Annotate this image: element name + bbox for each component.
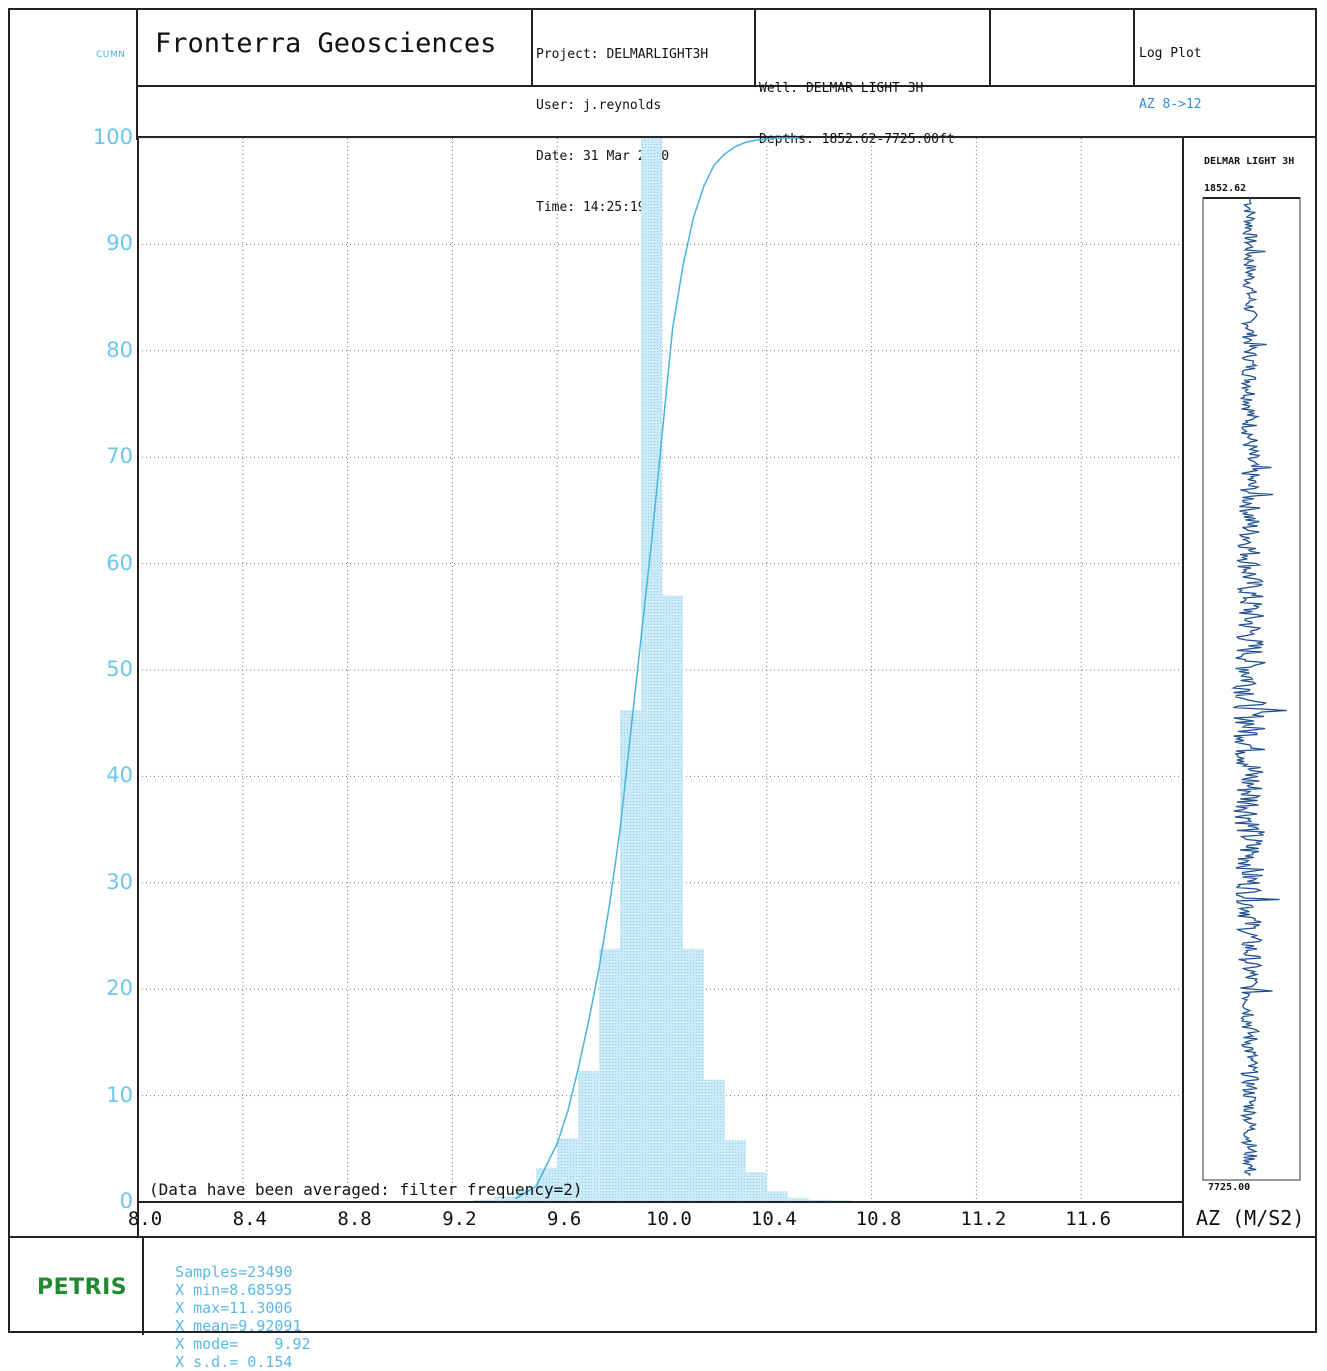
stat-xmean: X mean=9.92091 <box>175 1317 302 1335</box>
petris-logo: PETRIS <box>37 1275 128 1300</box>
log-trace <box>1231 197 1287 1176</box>
user-line: User: j.reynolds <box>536 98 662 113</box>
cumulative-axis-label: CUMN <box>96 50 126 60</box>
filter-note: (Data have been averaged: filter frequen… <box>149 1180 583 1199</box>
header-cell-divider-3 <box>989 10 991 86</box>
histogram-bar <box>724 1140 746 1202</box>
title-band-bottom <box>136 136 1317 138</box>
stat-samples: Samples=23490 <box>175 1263 293 1281</box>
histogram-bar <box>662 595 683 1202</box>
x-tick-label: 9.6 <box>547 1208 582 1230</box>
log-track <box>1202 197 1301 1181</box>
left-column-divider <box>136 10 138 140</box>
log-track-depth-bottom: 7725.00 <box>1208 1182 1251 1193</box>
header-cell-divider-4 <box>1133 10 1135 86</box>
histogram-bar <box>515 1189 537 1202</box>
left-column-divider-lower <box>142 1238 144 1335</box>
histogram-bar <box>599 948 621 1202</box>
cumulative-curve <box>514 137 799 1200</box>
histogram-chart <box>137 137 1301 1236</box>
y-tick-label: 60 <box>106 550 133 575</box>
x-tick-label: 9.2 <box>442 1208 477 1230</box>
x-tick-label: 10.4 <box>750 1208 797 1230</box>
x-tick-label: 10.0 <box>646 1208 692 1230</box>
plot-info: Log Plot AZ 8->12 <box>1139 11 1202 130</box>
stat-xsd: X s.d.= 0.154 <box>175 1353 293 1371</box>
x-tick-label: 11.6 <box>1065 1208 1112 1230</box>
stat-xmax: X max=11.3006 <box>175 1299 293 1317</box>
histogram-bar <box>557 1138 579 1202</box>
well-info: Well: DELMAR LIGHT 3H Depths: 1852.62-77… <box>759 46 955 165</box>
header-divider <box>136 85 1317 87</box>
header-cell-divider-2 <box>754 10 756 86</box>
project-line: Project: DELMARLIGHT3H <box>536 47 709 62</box>
log-track-depth-top: 1852.62 <box>1204 183 1247 194</box>
histogram-bar <box>620 710 642 1202</box>
plot-type: Log Plot <box>1139 46 1202 61</box>
statistics-line: Samples=23490 X min=8.68595 X max=11.300… <box>157 1245 329 1371</box>
page-frame <box>8 8 1317 1333</box>
x-tick-label: 11.2 <box>960 1208 1007 1230</box>
x-axis-label: AZ (M/S2) <box>1196 1206 1305 1230</box>
histogram-bar <box>578 1071 600 1202</box>
y-tick-label: 50 <box>106 657 133 681</box>
y-tick-label: 90 <box>106 231 133 256</box>
well-line: Well: DELMAR LIGHT 3H <box>759 81 924 96</box>
plot-axes <box>137 138 1184 1236</box>
x-tick-label: 8.0 <box>127 1208 163 1230</box>
project-info: Project: DELMARLIGHT3H User: j.reynolds … <box>536 12 708 233</box>
y-tick-label: 20 <box>106 976 133 1001</box>
y-tick-label: 10 <box>106 1082 133 1107</box>
histogram-bar <box>682 948 704 1202</box>
footer-divider <box>10 1236 1317 1238</box>
histogram-bar <box>766 1191 788 1202</box>
x-tick-label: 10.8 <box>855 1208 902 1230</box>
x-tick-label: 8.4 <box>232 1208 267 1230</box>
y-tick-label: 30 <box>106 869 133 894</box>
cumulative-line <box>514 137 799 1200</box>
histogram-bar <box>808 1199 830 1202</box>
y-tick-label: 70 <box>106 444 133 469</box>
depths-line: Depths: 1852.62-7725.00ft <box>759 132 955 147</box>
x-tick-label: 8.8 <box>337 1208 372 1230</box>
histogram-bar <box>494 1196 516 1202</box>
histogram-bar <box>745 1172 767 1202</box>
y-tick-label: 0 <box>119 1189 133 1213</box>
y-tick-label: 40 <box>106 763 133 788</box>
histogram-bar <box>787 1197 809 1202</box>
time-line: Time: 14:25:19 <box>536 200 646 215</box>
y-tick-label: 80 <box>106 337 133 362</box>
stat-xmode: X mode= 9.92 <box>175 1335 311 1353</box>
header-cell-divider-1 <box>531 10 533 86</box>
y-tick-label: 100 <box>92 125 133 149</box>
log-track-well-name: DELMAR LIGHT 3H <box>1204 156 1295 167</box>
plot-range: AZ 8->12 <box>1139 97 1202 112</box>
histogram-bars <box>473 138 872 1202</box>
stat-xmin: X min=8.68595 <box>175 1281 293 1299</box>
company-name: Fronterra Geosciences <box>155 28 497 59</box>
histogram-bar <box>473 1199 495 1202</box>
histogram-bar <box>703 1079 725 1202</box>
histogram-bar <box>641 138 662 1202</box>
